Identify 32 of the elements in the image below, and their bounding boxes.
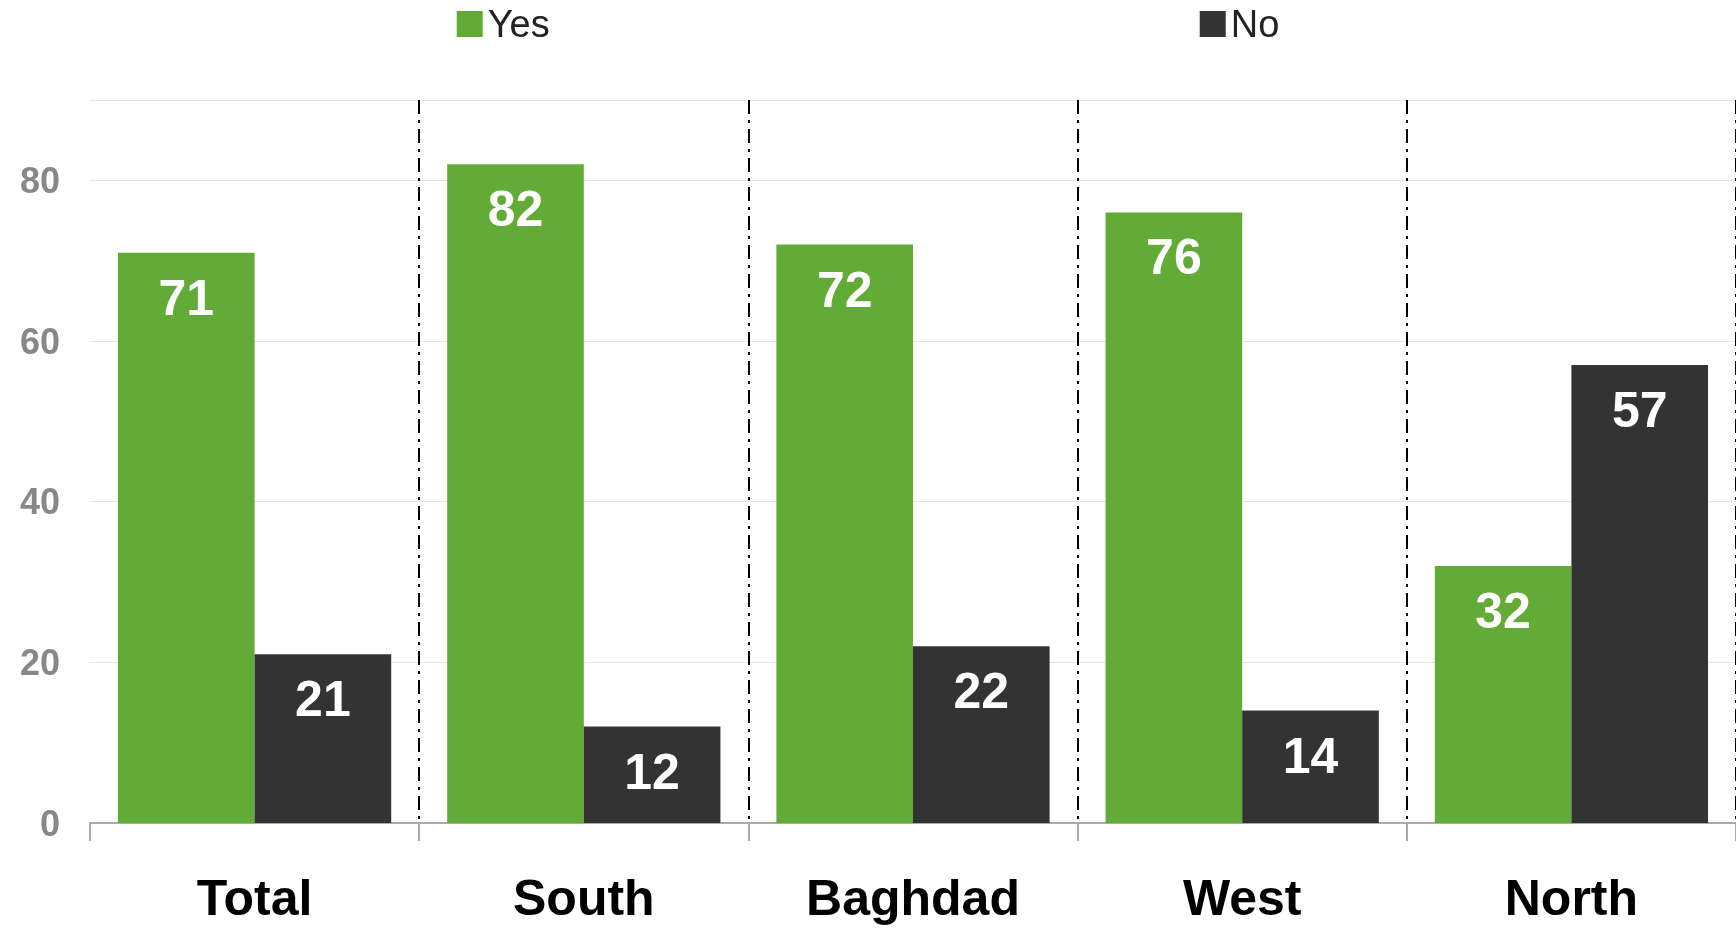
legend-label: No bbox=[1230, 3, 1280, 45]
data-label: 14 bbox=[1282, 727, 1339, 784]
data-label: 72 bbox=[816, 261, 873, 318]
x-tick-label: South bbox=[512, 870, 655, 926]
data-label: 21 bbox=[295, 671, 351, 728]
data-label: 82 bbox=[487, 181, 544, 238]
legend-label: Yes bbox=[487, 3, 550, 45]
bar bbox=[1571, 365, 1709, 823]
x-tick-label: West bbox=[1182, 870, 1302, 926]
data-label: 57 bbox=[1611, 382, 1668, 439]
bar bbox=[1105, 212, 1243, 823]
bar bbox=[776, 244, 913, 823]
y-tick-label: 20 bbox=[19, 641, 60, 683]
bar bbox=[254, 654, 392, 823]
data-label: 12 bbox=[624, 743, 680, 800]
x-tick-label: Total bbox=[196, 870, 313, 926]
bar bbox=[447, 164, 584, 823]
bar bbox=[1242, 710, 1379, 823]
x-tick-label: Baghdad bbox=[806, 870, 1020, 926]
x-tick-label: North bbox=[1504, 870, 1639, 926]
y-tick-label: 0 bbox=[39, 802, 60, 844]
data-label: 76 bbox=[1146, 229, 1202, 286]
y-tick-label: 80 bbox=[19, 159, 60, 201]
data-label: 32 bbox=[1475, 582, 1531, 639]
bar bbox=[583, 726, 721, 823]
data-label: 22 bbox=[953, 663, 1010, 720]
bar bbox=[117, 252, 255, 823]
bar bbox=[1434, 565, 1572, 823]
data-label: 71 bbox=[158, 269, 215, 326]
y-tick-label: 60 bbox=[19, 320, 60, 362]
bar bbox=[913, 646, 1050, 823]
y-tick-label: 40 bbox=[19, 481, 60, 523]
